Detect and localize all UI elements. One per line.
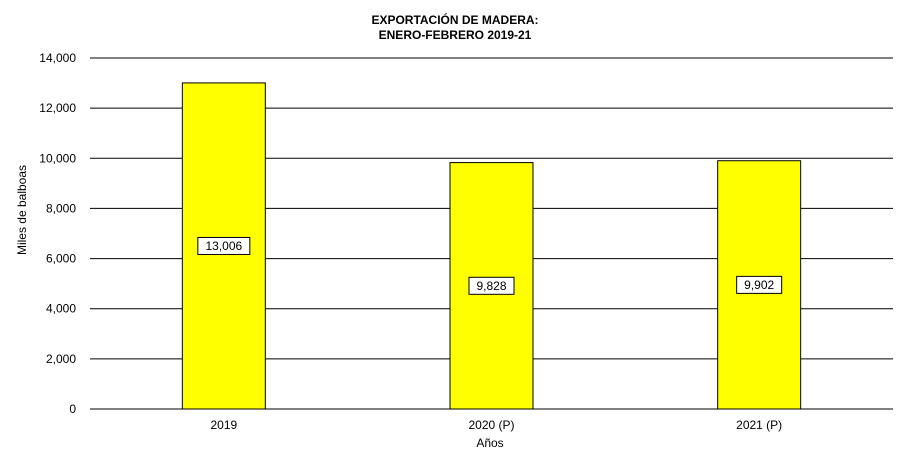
y-axis-ticks: 0 2,000 4,000 6,000 8,000 10,000 12,000 14,000 [39,51,76,416]
data-label: 9,902 [744,278,774,292]
chart-title: EXPORTACIÓN DE MADERA: [371,12,538,27]
x-tick-label: 2021 (P) [736,418,782,432]
x-axis-ticks: 2019 2020 (P) 2021 (P) [210,418,782,432]
bars: 13,006 9,828 9,902 [181,82,802,410]
x-tick-label: 2020 (P) [468,418,514,432]
y-tick-label: 4,000 [46,302,76,316]
y-tick-label: 8,000 [46,201,76,215]
data-label-box [468,276,515,295]
y-tick-label: 14,000 [39,51,76,65]
y-tick-label: 0 [69,402,76,416]
data-label-box [736,275,783,294]
data-label: 13,006 [205,239,242,253]
y-tick-label: 2,000 [46,352,76,366]
y-tick-label: 12,000 [39,101,76,115]
data-label: 9,828 [476,279,506,293]
data-label-box [197,236,251,255]
x-tick-label: 2019 [210,418,237,432]
y-axis-label: Miles de balboas [15,165,29,255]
y-tick-label: 10,000 [39,151,76,165]
chart-subtitle: ENERO-FEBRERO 2019-21 [379,28,532,42]
x-axis-label: Años [476,436,503,450]
y-tick-label: 6,000 [46,252,76,266]
